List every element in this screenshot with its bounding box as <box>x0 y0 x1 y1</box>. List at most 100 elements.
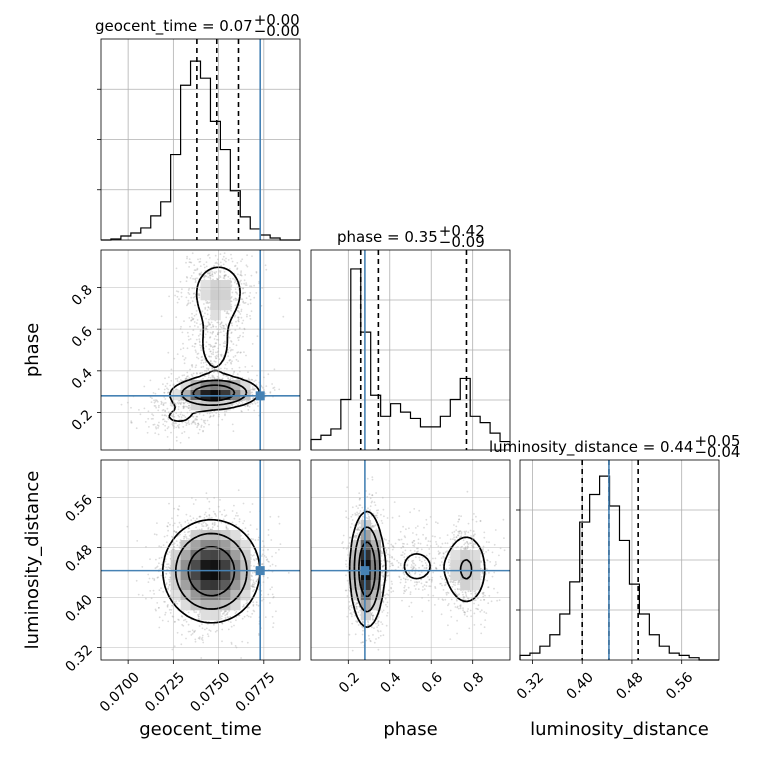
sample-point <box>213 360 216 363</box>
sample-point <box>235 514 237 517</box>
sample-point <box>220 353 223 356</box>
panel-title-geocent_time: geocent_time = 0.07 <box>95 17 253 36</box>
sample-point <box>156 400 159 403</box>
sample-point <box>208 272 211 275</box>
sample-point <box>416 525 419 527</box>
sample-point <box>242 332 245 334</box>
sample-point <box>258 633 260 635</box>
sample-point <box>155 406 158 409</box>
sample-point <box>228 610 231 612</box>
sample-point <box>231 521 234 524</box>
sample-point <box>196 426 199 429</box>
sample-point <box>152 423 155 426</box>
sample-point <box>253 588 256 591</box>
sample-point <box>239 313 242 315</box>
sample-point <box>194 342 196 345</box>
sample-point <box>242 292 245 295</box>
sample-point <box>198 294 201 297</box>
sample-point <box>164 558 167 560</box>
sample-point <box>271 586 273 589</box>
sample-point <box>233 624 235 627</box>
sample-point <box>201 355 204 358</box>
sample-point <box>434 535 436 538</box>
sample-point <box>174 531 177 533</box>
sample-point <box>252 538 254 540</box>
sample-point <box>223 271 226 273</box>
sample-point <box>191 629 194 632</box>
sample-point <box>240 283 243 285</box>
sample-point <box>171 604 174 607</box>
sample-point <box>275 552 277 554</box>
sample-point <box>252 397 254 399</box>
sample-point <box>164 402 167 404</box>
sample-point <box>212 375 215 378</box>
sample-point <box>153 401 156 404</box>
sample-point <box>203 276 206 279</box>
sample-point <box>155 399 157 401</box>
sample-point <box>269 391 272 393</box>
sample-point <box>204 312 206 315</box>
sample-point <box>237 307 240 309</box>
sample-point <box>223 277 226 279</box>
sample-point <box>287 572 290 574</box>
sample-point <box>210 270 212 272</box>
density-cell <box>220 380 231 391</box>
sample-point <box>211 331 214 334</box>
sample-point <box>207 254 209 257</box>
sample-point <box>269 588 272 591</box>
sample-point <box>459 530 462 532</box>
sample-point <box>423 588 426 590</box>
sample-point <box>219 325 222 328</box>
sample-point <box>243 520 246 522</box>
sample-point <box>224 616 227 619</box>
sample-point <box>158 557 161 560</box>
sample-point <box>222 325 225 327</box>
density-cell <box>230 590 241 601</box>
sample-point <box>260 385 263 388</box>
sample-point <box>240 310 243 313</box>
sample-point <box>191 333 194 336</box>
density-cell <box>210 280 221 291</box>
title-lower-error: −0.09 <box>439 233 485 251</box>
sample-point <box>202 377 204 380</box>
sample-point <box>244 405 247 408</box>
sample-point <box>190 319 193 322</box>
sample-point <box>194 304 196 307</box>
sample-point <box>226 361 229 364</box>
sample-point <box>177 526 179 528</box>
sample-point <box>130 420 133 422</box>
sample-point <box>187 302 190 305</box>
sample-point <box>176 514 179 517</box>
density-cell <box>230 540 241 551</box>
sample-point <box>203 521 206 523</box>
sample-point <box>252 387 254 390</box>
sample-point <box>202 365 205 368</box>
sample-point <box>155 566 158 569</box>
sample-point <box>155 609 157 612</box>
sample-point <box>185 536 188 538</box>
sample-point <box>375 638 377 640</box>
sample-point <box>354 536 357 539</box>
sample-point <box>170 431 172 434</box>
sample-point <box>203 358 206 360</box>
density-cell <box>190 380 201 391</box>
sample-point <box>196 418 199 421</box>
sample-point <box>198 618 201 621</box>
sample-point <box>439 537 441 539</box>
sample-point <box>235 619 237 622</box>
sample-point <box>228 359 231 361</box>
sample-point <box>221 258 224 261</box>
sample-point <box>176 380 179 382</box>
sample-point <box>278 522 281 525</box>
sample-point <box>230 340 232 342</box>
sample-point <box>171 615 174 618</box>
sample-point <box>251 572 254 574</box>
sample-point <box>256 374 258 377</box>
sample-point <box>185 424 188 426</box>
sample-point <box>212 376 214 379</box>
sample-point <box>223 275 226 277</box>
histogram-panel-phase <box>307 249 511 451</box>
sample-point <box>246 405 249 408</box>
sample-point <box>193 269 196 272</box>
sample-point <box>238 520 241 523</box>
